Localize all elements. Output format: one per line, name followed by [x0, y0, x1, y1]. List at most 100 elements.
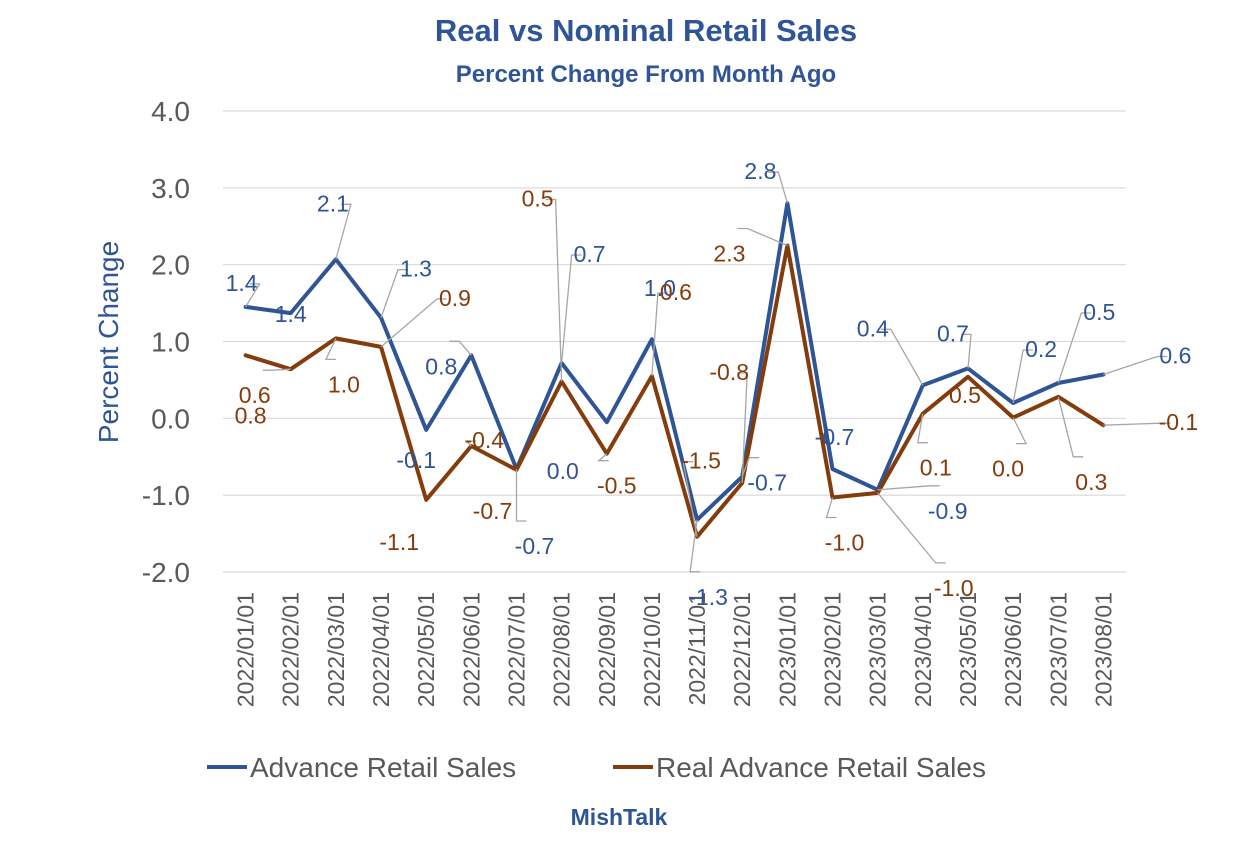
- x-tick-label: 2022/06/01: [458, 592, 484, 707]
- data-label: 0.7: [937, 320, 969, 346]
- data-label: 0.0: [992, 456, 1024, 482]
- data-label: 0.5: [1083, 299, 1115, 325]
- y-axis-title: Percent Change: [93, 241, 124, 443]
- data-label: 1.4: [226, 270, 258, 296]
- data-label: 0.5: [522, 186, 554, 212]
- leader-line: [515, 469, 527, 522]
- data-label: 1.3: [400, 256, 432, 282]
- leader-line: [825, 497, 837, 519]
- data-label: -0.1: [1159, 409, 1199, 435]
- chart-title: Real vs Nominal Retail Sales: [435, 13, 857, 48]
- leader-line: [737, 227, 788, 247]
- leader-line: [741, 457, 760, 477]
- leader-line: [1103, 355, 1168, 376]
- leader-line: [545, 198, 563, 382]
- leader-line: [464, 440, 477, 447]
- data-label: 1.0: [644, 275, 676, 301]
- leader-line: [917, 413, 928, 444]
- data-label: 0.6: [239, 382, 271, 408]
- data-label: -1.0: [934, 575, 974, 601]
- leader-line: [560, 254, 582, 364]
- x-tick-label: 2023/08/01: [1090, 592, 1116, 707]
- y-tick-label: 3.0: [151, 173, 190, 204]
- leader-line: [324, 338, 337, 361]
- data-label: 0.1: [920, 455, 952, 481]
- data-label: -0.7: [815, 424, 855, 450]
- data-label: 2.8: [744, 158, 776, 184]
- leader-line: [335, 203, 352, 260]
- leader-line: [597, 453, 609, 462]
- x-tick-label: 2022/03/01: [323, 592, 349, 707]
- data-label: -0.7: [515, 533, 555, 559]
- data-label: 1.0: [328, 371, 360, 397]
- x-tick-label: 2023/04/01: [910, 592, 936, 707]
- x-tick-label: 2023/05/01: [955, 592, 981, 707]
- leader-line: [1012, 417, 1028, 445]
- data-label: 0.4: [857, 315, 889, 341]
- x-tick-label: 2023/03/01: [865, 592, 891, 707]
- leader-line: [877, 485, 940, 491]
- leader-line: [262, 368, 291, 371]
- data-label: 0.6: [1159, 343, 1191, 369]
- x-tick-label: 2023/07/01: [1045, 592, 1071, 707]
- leader-line: [877, 492, 946, 564]
- x-tick-label: 2022/07/01: [503, 592, 529, 707]
- leader-line: [651, 292, 668, 377]
- data-label: 0.2: [1025, 336, 1057, 362]
- data-label: 0.5: [949, 382, 981, 408]
- x-tick-label: 2022/12/01: [729, 592, 755, 707]
- leader-line: [1057, 396, 1084, 458]
- y-tick-label: 4.0: [151, 96, 190, 127]
- x-tick-label: 2022/10/01: [639, 592, 665, 707]
- leader-line: [682, 461, 698, 537]
- data-label: -1.3: [688, 584, 728, 610]
- leader-line: [1103, 422, 1171, 426]
- x-tick-label: 2022/02/01: [278, 592, 304, 707]
- data-label-leader-lines: [245, 171, 1171, 573]
- data-label: -0.8: [709, 359, 749, 385]
- leader-line: [380, 269, 408, 318]
- data-label: 0.6: [660, 279, 692, 305]
- leader-line: [245, 283, 261, 308]
- data-label: 2.3: [713, 241, 745, 267]
- data-label: -0.4: [464, 427, 504, 453]
- data-label: -1.0: [825, 530, 865, 556]
- x-tick-label: 2023/01/01: [774, 592, 800, 707]
- chart-subtitle: Percent Change From Month Ago: [456, 61, 836, 88]
- legend-label-real: Real Advance Retail Sales: [656, 752, 986, 783]
- x-tick-label: 2022/08/01: [549, 592, 575, 707]
- data-label: -0.5: [597, 473, 637, 499]
- x-tick-label: 2022/11/01: [684, 592, 710, 705]
- series-line-0: [243, 201, 1106, 522]
- data-label: 0.9: [439, 285, 471, 311]
- data-label: -0.1: [396, 447, 436, 473]
- data-label: 0.0: [547, 458, 579, 484]
- data-label: -0.9: [928, 498, 968, 524]
- data-label: 2.1: [317, 190, 349, 216]
- data-label: 0.3: [1075, 469, 1107, 495]
- leader-line: [768, 171, 789, 204]
- x-tick-label: 2022/09/01: [594, 592, 620, 707]
- data-label: -1.1: [379, 529, 419, 555]
- x-tick-label: 2023/02/01: [820, 592, 846, 707]
- footer-credit: MishTalk: [571, 804, 668, 830]
- y-tick-label: 0.0: [151, 403, 190, 434]
- series-lines: [243, 201, 1106, 539]
- leader-line: [880, 328, 924, 386]
- y-tick-label: -1.0: [142, 480, 190, 511]
- y-axis-ticks: 4.0 3.0 2.0 1.0 0.0 -1.0 -2.0: [142, 96, 190, 588]
- data-label: 0.8: [425, 353, 457, 379]
- data-label: -0.7: [473, 498, 513, 524]
- leader-line: [1012, 349, 1034, 404]
- series-line-1: [243, 243, 1106, 539]
- legend-label-advance: Advance Retail Sales: [250, 752, 516, 783]
- x-tick-label: 2022/01/01: [233, 592, 259, 707]
- leader-line: [1057, 312, 1092, 384]
- leader-line: [689, 519, 701, 573]
- legend: Advance Retail Sales Real Advance Retail…: [207, 752, 986, 783]
- y-tick-label: 1.0: [151, 327, 190, 358]
- data-label: -1.5: [681, 448, 721, 474]
- leader-line: [380, 298, 447, 348]
- y-tick-label: -2.0: [142, 557, 190, 588]
